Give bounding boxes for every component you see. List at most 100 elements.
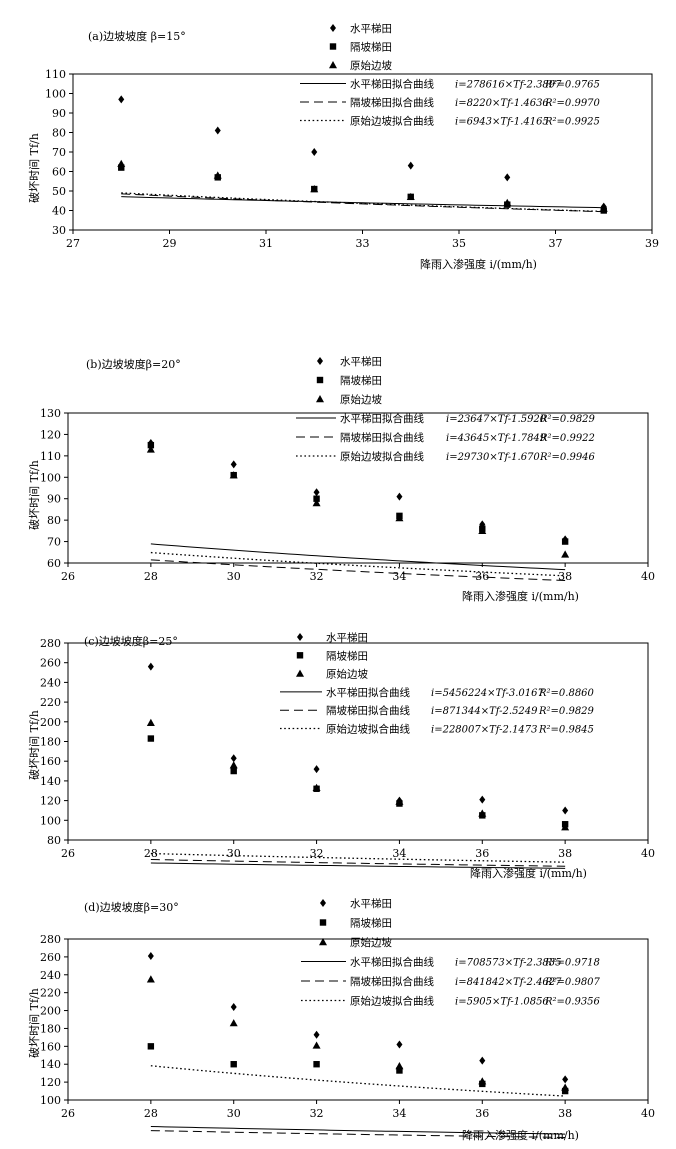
- legend-label: 隔坡梯田: [340, 374, 382, 387]
- y-tick-label: 30: [52, 224, 66, 237]
- fit-equation: i=43645×Tf-1.7849: [446, 433, 547, 444]
- x-tick-label: 35: [452, 237, 466, 250]
- y-tick-label: 120: [40, 795, 61, 808]
- fit-equation: i=708573×Tf-2.3835: [455, 958, 562, 969]
- data-point-triangle: [229, 1019, 238, 1027]
- data-point-diamond: [562, 806, 569, 815]
- y-axis-label: 破坏时间 Tf/h: [27, 460, 41, 530]
- data-point-square: [118, 164, 125, 171]
- fit-equation: i=841842×Tf-2.4627: [455, 977, 562, 988]
- y-tick-label: 240: [40, 676, 61, 689]
- x-tick-label: 36: [475, 1107, 489, 1120]
- data-point-square: [147, 735, 155, 742]
- legend-label: 水平梯田: [340, 355, 382, 368]
- x-tick-label: 26: [61, 570, 75, 583]
- plot-frame: [67, 412, 649, 564]
- x-tick-label: 30: [227, 1107, 241, 1120]
- fit-r-squared: R²=0.9925: [544, 117, 600, 128]
- fit-r-squared: R²=0.9356: [544, 997, 601, 1008]
- fit-r-squared: R²=0.9922: [539, 433, 595, 444]
- fit-r-squared: R²=0.9829: [539, 414, 596, 425]
- y-tick-label: 220: [40, 696, 61, 709]
- y-axis-label: 破坏时间 Tf/h: [27, 988, 41, 1058]
- legend-marker-diamond: [320, 899, 326, 907]
- x-tick-label: 34: [392, 570, 406, 583]
- y-tick-label: 260: [40, 657, 61, 670]
- y-tick-label: 100: [45, 88, 66, 101]
- y-tick-label: 110: [45, 68, 66, 81]
- x-tick-label: 28: [144, 847, 158, 860]
- legend-fit-label: 水平梯田拟合曲线: [340, 412, 424, 425]
- y-tick-label: 90: [47, 493, 61, 506]
- y-tick-label: 260: [40, 951, 61, 964]
- x-tick-label: 32: [310, 847, 324, 860]
- fit-equation: i=871344×Tf-2.5249: [431, 706, 538, 717]
- data-point-triangle: [229, 471, 238, 479]
- legend-fit-label: 水平梯田拟合曲线: [326, 686, 410, 699]
- legend-marker-triangle: [329, 61, 337, 69]
- legend-marker-diamond: [330, 24, 336, 32]
- y-tick-label: 120: [40, 428, 61, 441]
- x-tick-label: 39: [645, 237, 659, 250]
- x-tick-label: 28: [144, 1107, 158, 1120]
- data-point-triangle: [146, 445, 155, 453]
- data-point-diamond: [230, 754, 237, 763]
- legend-label: 原始边坡: [326, 668, 368, 681]
- x-tick-label: 36: [475, 570, 489, 583]
- y-tick-label: 40: [52, 205, 66, 218]
- legend-fit-label: 原始边坡拟合曲线: [326, 723, 410, 736]
- legend-label: 原始边坡: [350, 59, 392, 72]
- legend-fit-label: 原始边坡拟合曲线: [350, 115, 434, 128]
- x-tick-label: 38: [558, 847, 572, 860]
- legend-label: 水平梯田: [350, 897, 392, 910]
- x-tick-label: 27: [66, 237, 80, 250]
- data-point-triangle: [395, 797, 404, 805]
- fit-r-squared: R²=0.9765: [544, 80, 600, 91]
- fit-curve-solid: [150, 1126, 566, 1135]
- data-point-triangle: [312, 499, 321, 507]
- y-tick-label: 280: [40, 637, 61, 650]
- y-tick-label: 240: [40, 969, 61, 982]
- data-point-diamond: [230, 460, 237, 469]
- legend-fit-label: 隔坡梯田拟合曲线: [350, 96, 434, 109]
- data-point-diamond: [504, 173, 511, 182]
- y-axis-label: 破坏时间 Tf/h: [27, 133, 41, 203]
- x-tick-label: 29: [163, 237, 177, 250]
- fit-r-squared: R²=0.9718: [544, 958, 600, 969]
- y-tick-label: 280: [40, 933, 61, 946]
- chart-3: 100 120 140 160 180 200 220 240 260 280 26 28 30 32 34…: [27, 897, 655, 1142]
- data-point-square: [561, 1087, 569, 1095]
- legend-fit-label: 隔坡梯田拟合曲线: [326, 704, 410, 717]
- y-tick-label: 160: [40, 1040, 61, 1053]
- y-tick-label: 90: [52, 107, 66, 120]
- legend-label: 隔坡梯田: [350, 41, 392, 54]
- x-axis-label: 降雨入渗强度 i/(mm/h): [470, 866, 587, 880]
- data-point-triangle: [312, 1041, 321, 1049]
- data-point-diamond: [479, 795, 486, 804]
- legend-label: 隔坡梯田: [350, 917, 392, 930]
- x-tick-label: 40: [641, 570, 655, 583]
- data-point-square: [147, 1043, 155, 1050]
- y-tick-label: 160: [40, 755, 61, 768]
- y-tick-label: 80: [47, 834, 61, 847]
- data-point-diamond: [311, 148, 318, 156]
- chart-1: 60 70 80 90 100 110 120 130 26 28 30 32 34 36 38 40 降雨入渗…: [27, 355, 655, 603]
- data-point-square: [230, 1061, 237, 1068]
- fit-equation: i=23647×Tf-1.5920: [446, 414, 547, 425]
- x-tick-label: 34: [392, 847, 406, 860]
- y-tick-label: 50: [52, 185, 66, 198]
- data-point-triangle: [395, 514, 404, 522]
- legend-marker-square: [319, 919, 327, 926]
- fit-equation: i=278616×Tf-2.3897: [455, 80, 562, 91]
- data-point-triangle: [561, 823, 570, 831]
- data-point-diamond: [313, 765, 320, 774]
- data-point-triangle: [146, 718, 155, 726]
- fit-equation: i=8220×Tf-1.4636: [455, 98, 549, 109]
- data-point-triangle: [310, 185, 319, 193]
- fit-r-squared: R²=0.9970: [544, 98, 601, 109]
- y-tick-label: 180: [40, 736, 61, 749]
- fit-equation: i=5905×Tf-1.0856: [455, 997, 549, 1008]
- data-point-diamond: [562, 1075, 569, 1084]
- x-tick-label: 34: [392, 1107, 406, 1120]
